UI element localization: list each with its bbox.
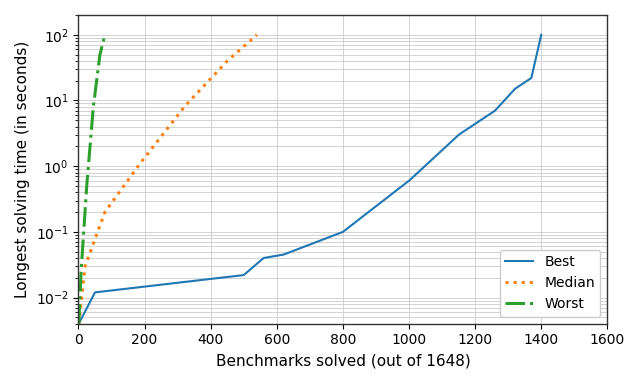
Median [75,321,83,326]
Worst [92,88,99,93]
Median [84,255,92,259]
Best [538,33,545,37]
Worst [93,80,100,84]
Best [317,238,325,242]
Worst [98,45,106,50]
Median [234,50,241,54]
Best [234,273,242,278]
Best [530,64,538,68]
Legend: Best, Median, Worst: Best, Median, Worst [500,250,600,317]
Median [201,83,209,87]
Y-axis label: Longest solving time (in seconds): Longest solving time (in seconds) [15,41,30,298]
Median [253,33,261,37]
Worst [75,321,83,326]
X-axis label: Benchmarks solved (out of 1648): Benchmarks solved (out of 1648) [216,353,470,368]
Worst [90,96,98,101]
Best [187,279,195,283]
Worst [86,142,94,147]
Worst [90,99,98,104]
Line: Best: Best [79,35,541,324]
Best [288,249,296,254]
Line: Worst: Worst [79,35,105,324]
Best [75,321,83,326]
Median [211,72,218,77]
Best [450,137,458,141]
Worst [101,33,109,37]
Line: Median: Median [79,35,257,324]
Median [228,54,236,59]
Median [182,102,190,107]
